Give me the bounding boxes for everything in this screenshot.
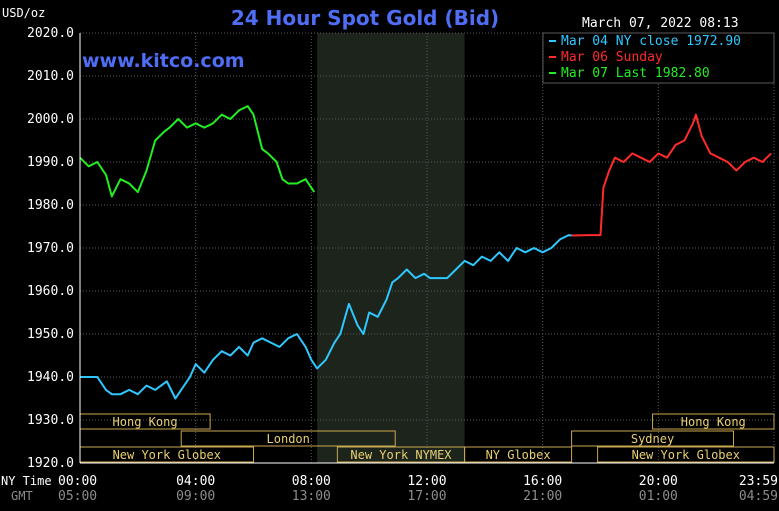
gmt-tick-label: 05:00 <box>58 489 97 504</box>
ny-time-label: NY Time <box>1 474 52 488</box>
gmt-tick-label: 17:00 <box>407 489 446 504</box>
x-tick-label: 20:00 <box>639 474 678 489</box>
y-tick-label: 1930.0 <box>27 413 74 428</box>
y-tick-label: 2000.0 <box>27 112 74 127</box>
y-tick-label: 1950.0 <box>27 327 74 342</box>
gmt-tick-label: 04:59 <box>739 489 778 504</box>
session-box <box>464 446 573 463</box>
axis-layer: 2020.0 2010.0 2000.0 1990.0 1980.0 1970.0 1960… <box>27 26 778 504</box>
chart-title: 24 Hour Spot Gold (Bid) <box>231 6 499 30</box>
y-tick-label: 1960.0 <box>27 284 74 299</box>
session-label: Hong Kong <box>681 415 746 429</box>
gmt-tick-label: 01:00 <box>639 489 678 504</box>
gmt-tick-label: 21:00 <box>523 489 562 504</box>
legend-box <box>542 32 775 84</box>
session-box <box>652 413 775 430</box>
y-tick-label: 1980.0 <box>27 198 74 213</box>
session-label: New York Globex <box>632 448 740 462</box>
session-label: New York NYMEX <box>350 448 452 462</box>
session-layer: Hong Kong London New York Globex New York N… <box>79 413 775 463</box>
x-tick-label: 12:00 <box>407 474 446 489</box>
gmt-tick-label: 13:00 <box>292 489 331 504</box>
session-box <box>571 430 735 447</box>
session-label: London <box>267 432 310 446</box>
session-box <box>597 446 775 463</box>
series-line <box>571 113 772 237</box>
y-tick-label: 1970.0 <box>27 241 74 256</box>
session-label: Sydney <box>631 432 674 446</box>
series-line <box>80 234 572 400</box>
unit-label: USD/oz <box>2 6 45 20</box>
x-tick-label: 23:59 <box>739 474 778 489</box>
watermark: www.kitco.com <box>82 50 245 72</box>
y-tick-label: 1990.0 <box>27 155 74 170</box>
x-tick-label: 16:00 <box>523 474 562 489</box>
legend-entry: Mar 07 Last 1982.80 <box>561 66 710 81</box>
session-label: New York Globex <box>113 448 221 462</box>
timestamp: March 07, 2022 08:13 <box>582 16 739 31</box>
session-label: Hong Kong <box>113 415 178 429</box>
y-tick-label: 2010.0 <box>27 69 74 84</box>
x-tick-label: 00:00 <box>58 474 97 489</box>
legend-entry: Mar 04 NY close 1972.90 <box>561 34 741 49</box>
shade-layer <box>317 33 465 463</box>
session-box <box>180 430 396 447</box>
gmt-tick-label: 09:00 <box>176 489 215 504</box>
y-tick-label: 1940.0 <box>27 370 74 385</box>
session-label: NY Globex <box>486 448 551 462</box>
legend-entry: Mar 06 Sunday <box>561 50 663 65</box>
y-tick-label: 2020.0 <box>27 26 74 41</box>
gmt-label: GMT <box>11 489 33 503</box>
x-tick-label: 08:00 <box>292 474 331 489</box>
series-layer <box>79 105 772 400</box>
series-line <box>79 105 316 198</box>
x-tick-label: 04:00 <box>176 474 215 489</box>
market-closed-shade <box>317 33 465 463</box>
y-tick-label: 1920.0 <box>27 456 74 471</box>
